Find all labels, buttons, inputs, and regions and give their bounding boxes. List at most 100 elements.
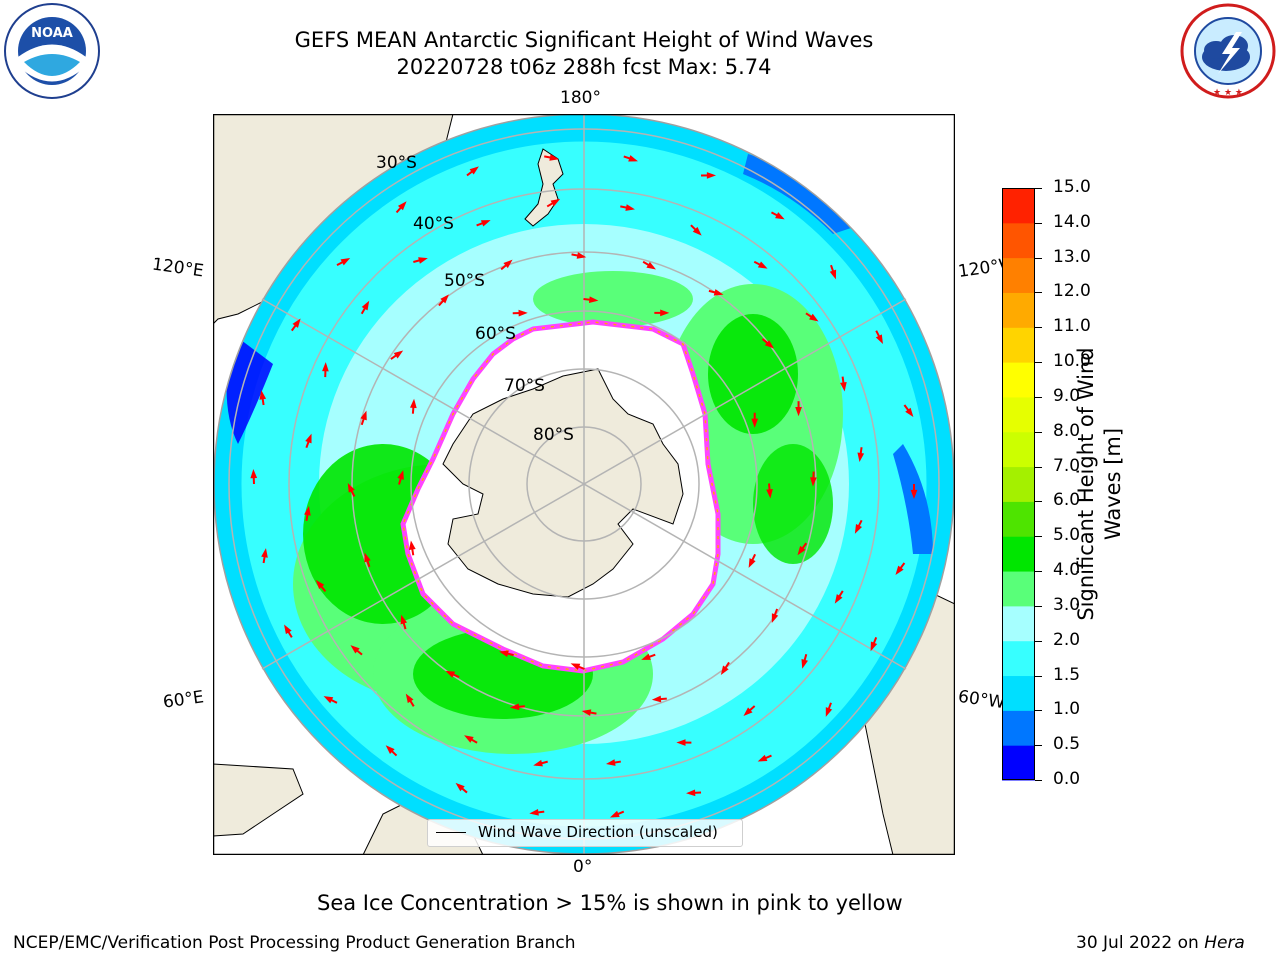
wind-arrow-head	[305, 433, 312, 444]
lat-label-30s: 30°S	[376, 153, 417, 173]
wind-arrow-head	[801, 658, 808, 669]
wind-arrow-head	[509, 703, 520, 711]
wind-arrow-head	[350, 645, 360, 654]
wind-arrow-head	[499, 650, 509, 657]
chart-title: GEFS MEAN Antarctic Significant Height o…	[294, 28, 874, 52]
colorbar-tick-mark	[1035, 675, 1042, 677]
wind-arrow-head	[771, 613, 779, 623]
wind-arrow-head	[469, 166, 479, 175]
lon-label-60e: 60°E	[161, 687, 206, 713]
wind-arrow-head	[364, 552, 371, 563]
lat-label-80s: 80°S	[533, 425, 574, 445]
noaa-logo-text: NOAA	[31, 26, 73, 41]
wind-arrow-head	[646, 261, 656, 270]
wind-arrow-head	[529, 809, 539, 816]
footer-right: 30 Jul 2022 on Hera	[1076, 933, 1245, 953]
colorbar-segment	[1002, 362, 1035, 398]
colorbar-segment	[1002, 640, 1035, 677]
wind-arrow-head	[757, 754, 768, 762]
colorbar-tick-mark	[1035, 605, 1042, 607]
wind-arrow-head	[609, 810, 620, 818]
wind-arrow-head	[440, 294, 449, 304]
wind-arrow-head	[795, 407, 802, 417]
wind-arrow-head	[533, 759, 543, 767]
wind-arrow-head	[261, 548, 268, 558]
footer-host: Hera	[1204, 933, 1245, 953]
wind-arrow-head	[743, 707, 753, 716]
wind-arrow-head	[480, 220, 491, 227]
wind-arrow-head	[292, 318, 301, 328]
wind-arrow-head	[757, 261, 768, 269]
colorbar-tick-mark	[1035, 327, 1042, 329]
wind-arrow-head	[605, 759, 616, 766]
wind-wave-arrows	[250, 154, 918, 818]
wind-arrow-head	[322, 362, 329, 372]
wind-arrow-head	[829, 269, 837, 280]
wind-arrow-head	[810, 477, 817, 487]
wind-arrow-head	[834, 594, 843, 604]
colorbar-tick-label: 7.0	[1053, 455, 1081, 476]
colorbar-segment	[1002, 327, 1035, 363]
colorbar-tick-label: 6.0	[1053, 490, 1081, 511]
colorbar-segment	[1002, 292, 1035, 328]
wind-arrow-head	[706, 172, 717, 179]
map-area	[213, 114, 955, 855]
colorbar-tick-mark	[1035, 222, 1042, 224]
footer-date: 30 Jul 2022 on	[1076, 933, 1205, 953]
colorbar-segment	[1002, 501, 1035, 537]
colorbar-tick-label: 9.0	[1053, 385, 1081, 406]
colorbar-tick-label: 1.5	[1053, 664, 1081, 685]
colorbar-segment	[1002, 745, 1035, 781]
lon-label-120e: 120°E	[150, 254, 205, 282]
wind-arrow-head	[304, 506, 311, 516]
wind-arrow-head	[549, 154, 559, 161]
lat-label-60s: 60°S	[475, 324, 516, 344]
colorbar-tick-label: 10.0	[1053, 351, 1091, 372]
colorbar-tick-mark	[1035, 466, 1042, 468]
wind-arrow-head	[581, 709, 592, 716]
wind-arrow-head	[775, 212, 785, 220]
wind-arrow-head	[660, 309, 670, 317]
lon-label-180: 180°	[560, 88, 601, 108]
footer-left: NCEP/EMC/Verification Post Processing Pr…	[13, 933, 576, 953]
colorbar-tick-mark	[1035, 710, 1042, 712]
wind-arrow-head	[360, 410, 367, 421]
wind-arrow-head	[840, 381, 847, 392]
legend-label: Wind Wave Direction (unscaled)	[478, 823, 718, 841]
wind-arrow-head	[825, 707, 833, 717]
colorbar-segment	[1002, 431, 1035, 468]
wind-arrow-head	[686, 789, 696, 797]
wind-arrow-head	[910, 489, 918, 499]
lat-label-40s: 40°S	[413, 214, 454, 234]
colorbar-segment	[1002, 188, 1035, 224]
colorbar-tick-label: 2.0	[1053, 629, 1081, 650]
colorbar-tick-mark	[1035, 640, 1042, 642]
colorbar-tick-label: 0.0	[1053, 769, 1081, 789]
colorbar-tick-mark	[1035, 188, 1042, 189]
wind-arrow-head	[323, 696, 334, 704]
colorbar-segment	[1002, 536, 1035, 572]
wind-arrow-head	[347, 482, 355, 493]
wind-arrow-head	[397, 201, 407, 211]
colorbar-tick-label: 4.0	[1053, 560, 1081, 581]
wind-arrow-head	[410, 398, 417, 409]
wind-arrow-head	[809, 313, 819, 322]
wind-arrow-head	[259, 390, 267, 400]
wind-arrow-head	[397, 470, 404, 480]
colorbar	[1002, 188, 1035, 781]
wind-arrow-head	[409, 540, 416, 551]
legend-line	[436, 832, 466, 833]
wind-arrow-head	[641, 653, 651, 660]
colorbar-tick-label: 14.0	[1053, 211, 1091, 232]
wind-arrow-head	[748, 558, 756, 568]
wind-arrow-head	[385, 745, 395, 754]
colorbar-tick-mark	[1035, 780, 1042, 781]
wind-arrow-head	[905, 407, 914, 418]
nws-logo: ★ ★ ★	[1180, 3, 1276, 99]
wind-arrow-head	[875, 334, 883, 345]
wind-arrow-head	[857, 452, 865, 463]
wind-arrow-head	[284, 624, 292, 635]
wind-arrow-head	[550, 198, 561, 207]
wind-arrow-head	[692, 226, 702, 236]
lon-label-60w: 60°W	[956, 686, 1007, 714]
